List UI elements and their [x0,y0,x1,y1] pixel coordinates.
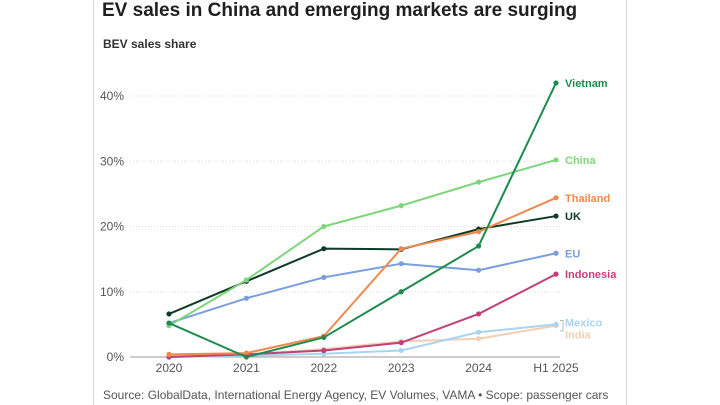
data-point-indonesia [398,340,404,346]
data-point-eu [398,261,404,267]
data-point-eu [243,295,249,301]
data-point-thailand [476,229,482,235]
source-note: Source: GlobalData, International Energy… [103,388,609,402]
chart-title: EV sales in China and emerging markets a… [102,0,578,21]
series-label-uk: UK [565,211,581,223]
series-line-mexico [168,323,557,358]
y-axis-ticks: 0% 10% 20% 30% 40% [100,89,124,364]
data-point-vietnam [166,320,172,326]
data-point-china [398,203,404,209]
x-tick-label: 2024 [465,361,492,375]
x-tick-label: 2020 [156,361,183,375]
series-label-mexico: Mexico [565,317,603,329]
x-tick-label: 2023 [388,361,415,375]
y-tick-label: 0% [107,350,125,364]
right-divider [626,0,627,405]
x-axis-ticks: 2020 2021 2022 2023 2024 H1 2025 [156,361,579,375]
series-line-indonesia [168,273,557,358]
series-label-india: India [565,330,592,342]
data-point-mexico [476,329,482,335]
data-point-uk [321,246,327,252]
data-point-vietnam [476,243,482,249]
x-tick-label: H1 2025 [533,361,579,375]
data-point-vietnam [553,80,559,86]
data-point-mexico [553,321,559,327]
series-label-thailand: Thailand [565,193,610,205]
data-point-vietnam [321,334,327,341]
series-lines [166,80,559,360]
data-point-china [243,277,249,283]
series-label-china: China [565,155,596,167]
data-point-eu [553,250,559,256]
series-label-indonesia: Indonesia [565,269,617,281]
data-point-china [553,157,559,163]
data-point-indonesia [553,271,559,277]
data-point-china [476,179,482,185]
y-tick-label: 20% [100,220,124,234]
series-labels: Vietnam China Thailand UK EU Indonesia MexicoI… [560,78,617,342]
data-point-eu [476,267,482,273]
y-tick-label: 30% [100,154,124,168]
series-line-thailand [168,196,557,356]
data-point-india [476,336,482,342]
series-line-china [168,158,557,327]
series-label-vietnam: Vietnam [565,78,608,90]
data-point-indonesia [476,311,482,317]
series-label-eu: EU [565,248,580,260]
y-tick-label: 40% [100,89,124,103]
data-point-mexico [398,347,404,354]
chart-subtitle: BEV sales share [103,37,197,51]
x-tick-label: 2021 [233,361,260,375]
series-line-eu [168,252,557,325]
data-point-vietnam [398,289,404,295]
data-point-vietnam [243,354,249,360]
label-bracket [560,319,564,332]
x-tick-label: 2022 [310,361,337,375]
data-point-thailand [553,195,559,201]
left-divider [93,0,94,405]
data-point-uk [553,213,559,219]
data-point-thailand [243,350,249,356]
data-point-thailand [398,246,404,252]
data-point-thailand [166,351,172,357]
data-point-uk [166,311,172,317]
data-point-eu [321,274,327,280]
data-point-indonesia [321,347,327,354]
series-line-vietnam [168,81,557,358]
data-point-china [321,223,327,230]
y-tick-label: 10% [100,285,124,299]
